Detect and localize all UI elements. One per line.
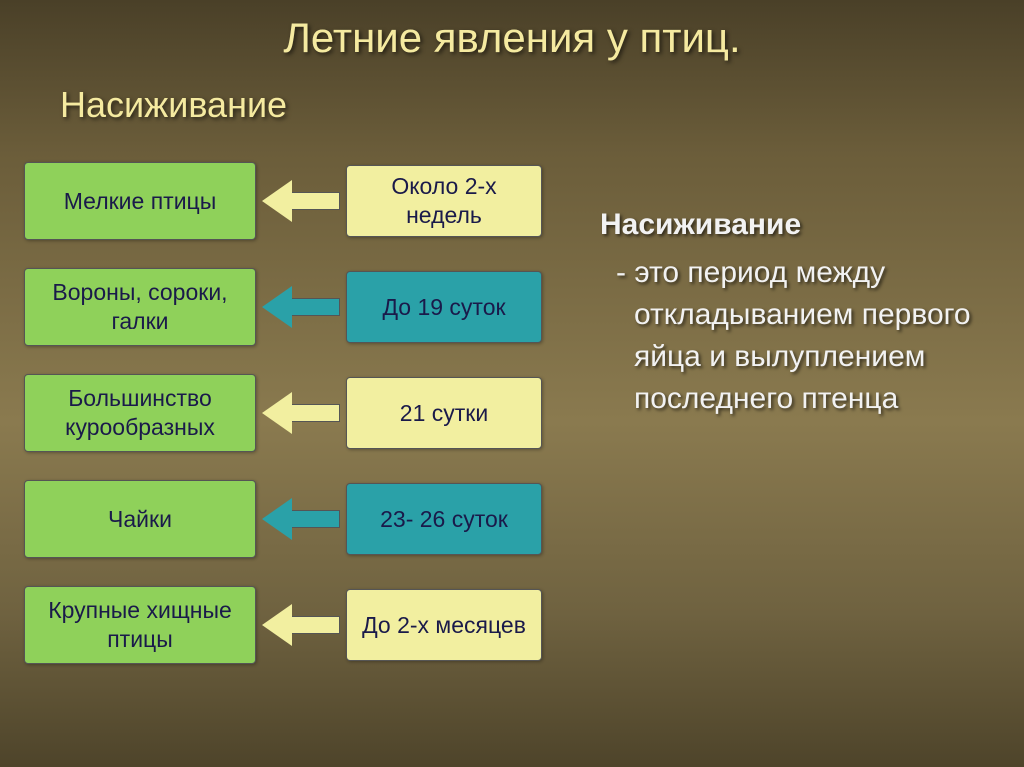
slide-subtitle: Насиживание (60, 84, 1024, 126)
bird-category-box: Большинство курообразных (24, 374, 256, 452)
duration-box: 23- 26 суток (346, 483, 542, 555)
diagram-row: Чайки 23- 26 суток (24, 478, 594, 560)
duration-box: Около 2-х недель (346, 165, 542, 237)
arrow-left-icon (262, 604, 340, 646)
arrow-left-icon (262, 180, 340, 222)
duration-box: До 19 суток (346, 271, 542, 343)
slide-title: Летние явления у птиц. (0, 0, 1024, 62)
bird-category-box: Чайки (24, 480, 256, 558)
diagram-row: Вороны, сороки, галки До 19 суток (24, 266, 594, 348)
diagram-row: Мелкие птицы Около 2-х недель (24, 160, 594, 242)
bird-category-box: Вороны, сороки, галки (24, 268, 256, 346)
definition-block: Насиживание - это период между откладыва… (600, 204, 1000, 420)
duration-box: До 2-х месяцев (346, 589, 542, 661)
definition-body: - это период между откладыванием первого… (600, 252, 1000, 420)
diagram-row: Крупные хищные птицы До 2-х месяцев (24, 584, 594, 666)
arrow-left-icon (262, 498, 340, 540)
incubation-diagram: Мелкие птицы Около 2-х недель Вороны, соро… (24, 160, 594, 690)
diagram-row: Большинство курообразных 21 сутки (24, 372, 594, 454)
definition-term: Насиживание (600, 204, 1000, 246)
bird-category-box: Мелкие птицы (24, 162, 256, 240)
arrow-left-icon (262, 392, 340, 434)
arrow-left-icon (262, 286, 340, 328)
duration-box: 21 сутки (346, 377, 542, 449)
bird-category-box: Крупные хищные птицы (24, 586, 256, 664)
